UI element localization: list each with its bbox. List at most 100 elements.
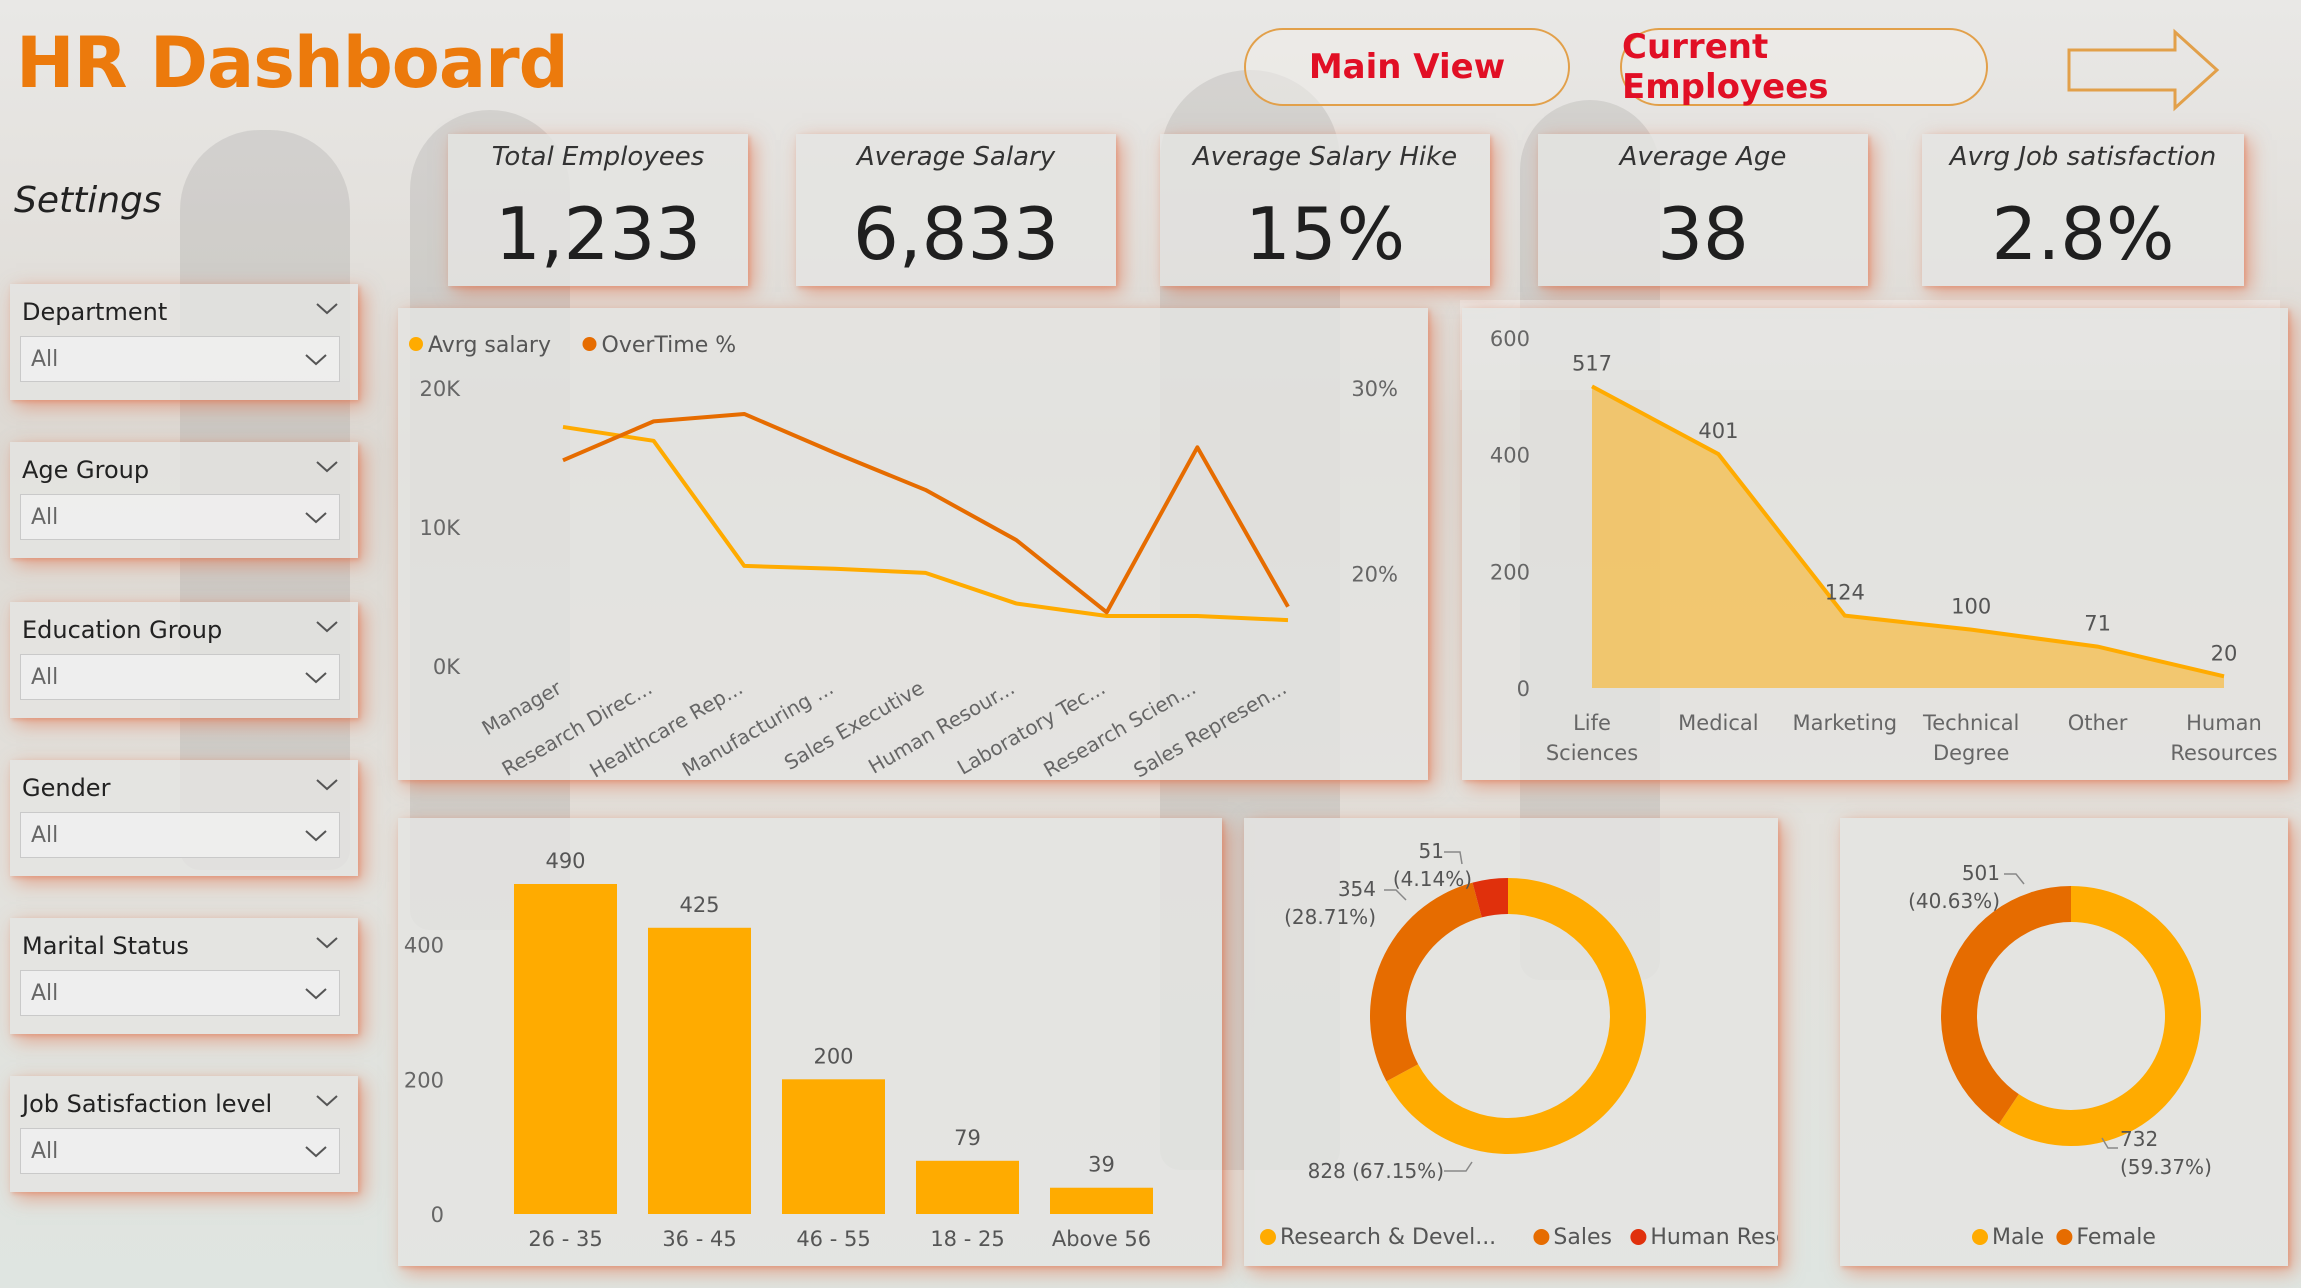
bar — [1050, 1187, 1153, 1214]
y-tick-label: 400 — [404, 934, 444, 958]
y-right-tick-label: 30% — [1351, 377, 1398, 401]
bar — [514, 884, 617, 1214]
x-tick-label: Other — [2068, 711, 2128, 735]
education-field-panel: 600 400 200 0 517 401 124 100 71 20 Life Sciences Me… — [1462, 308, 2288, 780]
legend-marker — [1533, 1229, 1550, 1245]
data-label: 79 — [954, 1126, 981, 1150]
job-satisfaction-slicer[interactable]: Job Satisfaction level All — [10, 1076, 358, 1192]
age-group-slicer[interactable]: Age Group All — [10, 442, 358, 558]
department-slicer[interactable]: Department All — [10, 284, 358, 400]
legend-marker — [1972, 1229, 1988, 1245]
x-tick-label: Sales Represen... — [1129, 676, 1290, 780]
legend-label: Male — [1992, 1225, 2044, 1250]
settings-label: Settings — [14, 180, 162, 221]
gender-dropdown[interactable]: All — [20, 812, 340, 858]
data-label: 39 — [1088, 1153, 1115, 1177]
area-fill — [1592, 386, 2224, 688]
marital-status-slicer[interactable]: Marital Status All — [10, 918, 358, 1034]
department-dropdown[interactable]: All — [20, 336, 340, 382]
x-tick-label: Laboratory Tec... — [953, 676, 1109, 780]
legend-label: Human Reso... — [1650, 1225, 1778, 1250]
kpi-average-job-satisfaction: Avrg Job satisfaction 2.8% — [1922, 134, 2244, 286]
chevron-down-icon[interactable] — [303, 507, 329, 529]
data-label: 51 — [1419, 839, 1444, 863]
chevron-down-icon[interactable] — [303, 983, 329, 1005]
x-tick-label: 46 - 55 — [796, 1227, 870, 1251]
data-label: (28.71%) — [1284, 905, 1376, 929]
x-tick-label: Human — [2186, 711, 2262, 735]
data-label: 71 — [2084, 612, 2111, 636]
data-label: (40.63%) — [1908, 889, 2000, 913]
legend-label: OverTime % — [602, 333, 737, 358]
chevron-down-icon[interactable] — [303, 667, 329, 689]
data-label: 828 (67.15%) — [1308, 1159, 1444, 1183]
series-line-avrg-salary — [562, 424, 1289, 623]
x-tick-label: 18 - 25 — [930, 1227, 1004, 1251]
x-tick-label: Marketing — [1792, 711, 1897, 735]
data-label: 124 — [1825, 581, 1865, 605]
chevron-down-icon[interactable] — [314, 456, 340, 478]
x-tick-label: Healthcare Rep... — [585, 676, 746, 780]
education-group-dropdown[interactable]: All — [20, 654, 340, 700]
chevron-down-icon[interactable] — [314, 1090, 340, 1112]
education-field-area-chart: 600 400 200 0 517 401 124 100 71 20 Life Sciences Me… — [1490, 327, 2278, 765]
data-label: 354 — [1338, 877, 1376, 901]
dashboard-title: HR Dashboard — [16, 22, 569, 104]
next-page-arrow-icon[interactable] — [2065, 28, 2225, 112]
x-tick-label: Above 56 — [1052, 1227, 1151, 1251]
bar — [648, 927, 751, 1214]
leader-line — [2004, 873, 2025, 885]
legend-marker — [1630, 1229, 1647, 1245]
x-tick-label: Degree — [1933, 741, 2009, 765]
data-label: 501 — [1962, 861, 2000, 885]
kpi-label: Average Salary Hike — [1192, 142, 1458, 172]
x-tick-label: 26 - 35 — [528, 1227, 602, 1251]
data-label: 401 — [1698, 419, 1738, 443]
y-tick-label: 10K — [420, 516, 462, 540]
leader-line — [2101, 1137, 2118, 1149]
kpi-value: 2.8% — [1991, 192, 2175, 276]
chevron-down-icon[interactable] — [314, 616, 340, 638]
x-tick-label: Research Scien... — [1039, 676, 1199, 780]
legend-label: Sales — [1553, 1225, 1612, 1250]
x-tick-label: Technical — [1922, 711, 2019, 735]
chevron-down-icon[interactable] — [303, 825, 329, 847]
age-group-dropdown[interactable]: All — [20, 494, 340, 540]
y-tick-label: 400 — [1490, 444, 1530, 468]
current-employees-button[interactable]: Current Employees — [1620, 27, 1988, 107]
dropdown-value: All — [31, 1138, 59, 1164]
salary-overtime-panel: Avrg salary OverTime % 20K 10K 0K 30% 20% Manag… — [398, 308, 1428, 783]
x-tick-label: Medical — [1678, 711, 1758, 735]
bar — [916, 1160, 1019, 1214]
y-tick-label: 20K — [420, 377, 462, 401]
slicer-title: Job Satisfaction level — [22, 1090, 273, 1118]
dropdown-value: All — [31, 504, 59, 530]
x-tick-label: Life — [1573, 711, 1611, 735]
education-group-slicer[interactable]: Education Group All — [10, 602, 358, 718]
legend-label: Research & Devel... — [1280, 1225, 1496, 1250]
x-tick-label: 36 - 45 — [662, 1227, 736, 1251]
legend-marker — [409, 337, 423, 351]
kpi-label: Average Salary — [856, 142, 1056, 172]
data-label: 425 — [679, 893, 719, 917]
leader-line — [1444, 1161, 1473, 1172]
data-label: (59.37%) — [2120, 1155, 2212, 1179]
legend-label: Avrg salary — [428, 333, 551, 358]
kpi-value: 1,233 — [494, 192, 702, 276]
series-line-overtime — [562, 411, 1290, 615]
chevron-down-icon[interactable] — [303, 349, 329, 371]
donut-slice — [1370, 882, 1482, 1082]
data-label: 517 — [1572, 351, 1612, 375]
salary-overtime-line-chart: Avrg salary OverTime %20K10K0K30%20%Manag… — [409, 333, 1398, 783]
chevron-down-icon[interactable] — [314, 774, 340, 796]
job-satisfaction-dropdown[interactable]: All — [20, 1128, 340, 1174]
chevron-down-icon[interactable] — [303, 1141, 329, 1163]
gender-slicer[interactable]: Gender All — [10, 760, 358, 876]
chevron-down-icon[interactable] — [314, 298, 340, 320]
area-line — [1591, 384, 2225, 679]
marital-status-dropdown[interactable]: All — [20, 970, 340, 1016]
data-label: 200 — [813, 1044, 853, 1068]
chevron-down-icon[interactable] — [314, 932, 340, 954]
main-view-button[interactable]: Main View — [1244, 28, 1570, 106]
y-tick-label: 600 — [1490, 327, 1530, 351]
